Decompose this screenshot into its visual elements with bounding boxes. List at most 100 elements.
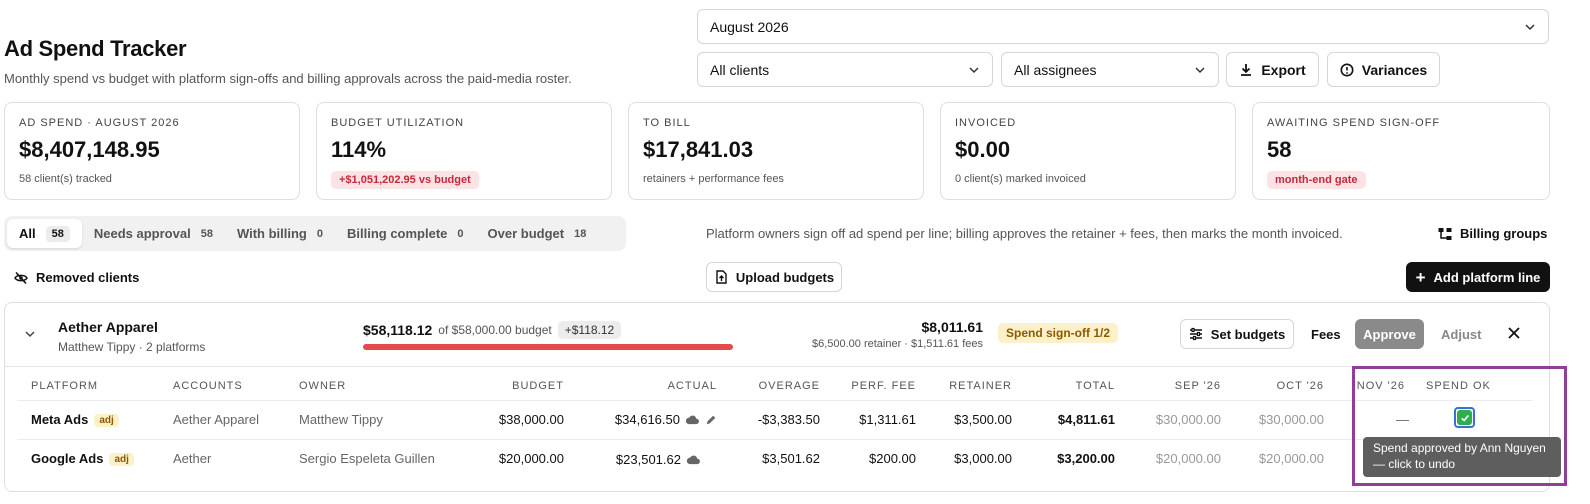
- row-perf-fee: $1,311.61: [859, 412, 916, 427]
- row-oct: $30,000.00: [1258, 412, 1324, 427]
- chevron-down-icon[interactable]: [24, 328, 36, 340]
- chevron-down-icon: [969, 66, 979, 73]
- upload-budgets-label: Upload budgets: [735, 269, 835, 285]
- col-budget: BUDGET: [512, 380, 564, 392]
- row-owner: Matthew Tippy: [299, 412, 383, 427]
- month-select[interactable]: August 2026: [697, 9, 1549, 44]
- billing-groups-label: Billing groups: [1460, 226, 1548, 241]
- fees-button[interactable]: Fees: [1311, 327, 1341, 342]
- card-budget-utilization: BUDGET UTILIZATION 114% +$1,051,202.95 v…: [316, 102, 612, 200]
- removed-clients-label: Removed clients: [36, 270, 140, 285]
- tab-over-budget[interactable]: Over budget 18: [476, 219, 599, 248]
- spend-ok-checkbox[interactable]: [1454, 407, 1475, 428]
- card-label: AD SPEND · AUGUST 2026: [19, 117, 180, 129]
- budget-progress-bar: [363, 344, 733, 350]
- assignees-select-value: All assignees: [1014, 61, 1097, 78]
- check-icon: [1457, 410, 1472, 425]
- platform-name: Google Ads: [31, 451, 104, 466]
- tab-all[interactable]: All 58: [7, 219, 82, 248]
- platform-name: Meta Ads: [31, 412, 89, 427]
- tab-label: All: [19, 226, 36, 241]
- upload-budgets-button[interactable]: Upload budgets: [706, 262, 842, 292]
- of-budget: of $58,000.00 budget: [438, 323, 552, 337]
- client-total: $8,011.61: [921, 319, 983, 335]
- row-overage: -$3,383.50: [757, 412, 820, 427]
- adj-badge: adj: [109, 453, 134, 466]
- tab-count: 58: [200, 227, 213, 240]
- pencil-icon[interactable]: [705, 414, 717, 426]
- assignees-select[interactable]: All assignees: [1001, 52, 1219, 87]
- client-group-header: Aether Apparel Matthew Tippy · 2 platfor…: [5, 303, 1549, 367]
- page-subtitle: Monthly spend vs budget with platform si…: [4, 71, 572, 86]
- removed-clients-button[interactable]: Removed clients: [14, 270, 139, 285]
- row-budget: $20,000.00: [498, 451, 564, 466]
- tab-count: 0: [457, 227, 464, 240]
- cloud-sync-icon: [686, 455, 700, 465]
- card-to-bill: TO BILL $17,841.03 retainers + performan…: [628, 102, 924, 200]
- card-awaiting-signoff: AWAITING SPEND SIGN-OFF 58 month-end gat…: [1252, 102, 1550, 200]
- hierarchy-icon: [1438, 227, 1452, 240]
- card-value: $17,841.03: [643, 137, 754, 162]
- row-owner: Sergio Espeleta Guillen: [299, 451, 435, 466]
- card-label: AWAITING SPEND SIGN-OFF: [1267, 117, 1441, 129]
- tab-needs-approval[interactable]: Needs approval 58: [82, 219, 225, 248]
- set-budgets-button[interactable]: Set budgets: [1180, 319, 1294, 349]
- alert-circle-icon: [1340, 63, 1354, 76]
- close-icon[interactable]: [1507, 326, 1521, 340]
- row-total: $3,200.00: [1057, 451, 1115, 466]
- clients-select[interactable]: All clients: [697, 52, 993, 87]
- status-tabs: All 58 Needs approval 58 With billing 0 …: [4, 216, 626, 251]
- col-owner: OWNER: [299, 380, 347, 392]
- month-end-gate-badge: month-end gate: [1267, 171, 1366, 189]
- budget-variance-badge: +$1,051,202.95 vs budget: [331, 171, 479, 189]
- add-platform-line-label: Add platform line: [1433, 269, 1541, 285]
- approve-button[interactable]: Approve: [1355, 319, 1424, 349]
- tab-billing-complete[interactable]: Billing complete 0: [335, 219, 476, 248]
- row-accounts: Aether Apparel: [173, 412, 260, 427]
- col-perf-fee: PERF. FEE: [851, 380, 916, 392]
- col-accounts: ACCOUNTS: [173, 380, 243, 392]
- card-value: 114%: [331, 137, 387, 162]
- variances-label: Variances: [1361, 61, 1428, 78]
- row-overage: $3,501.62: [762, 451, 820, 466]
- tab-with-billing[interactable]: With billing 0: [225, 219, 335, 248]
- variances-button[interactable]: Variances: [1327, 52, 1440, 87]
- focus-highlight-box: [1352, 366, 1567, 486]
- card-ad-spend: AD SPEND · AUGUST 2026 $8,407,148.95 58 …: [4, 102, 300, 200]
- sliders-icon: [1189, 327, 1202, 341]
- billing-groups-button[interactable]: Billing groups: [1438, 226, 1547, 241]
- row-accounts: Aether: [173, 451, 212, 466]
- month-select-value: August 2026: [710, 18, 789, 35]
- clients-select-value: All clients: [710, 61, 770, 78]
- actual-value: $34,616.50: [614, 412, 680, 427]
- spend-approved-tooltip: Spend approved by Ann Nguyen — click to …: [1363, 437, 1561, 477]
- row-divider: [17, 439, 1533, 440]
- tab-label: Needs approval: [93, 226, 191, 241]
- row-sep: $20,000.00: [1155, 451, 1221, 466]
- workflow-help-text: Platform owners sign off ad spend per li…: [706, 226, 1343, 241]
- client-spend: $58,118.12 of $58,000.00 budget +$118.12: [363, 321, 622, 339]
- row-retainer: $3,000.00: [954, 451, 1012, 466]
- chevron-down-icon: [1525, 23, 1535, 30]
- row-nov: —: [1396, 412, 1409, 427]
- cloud-sync-icon: [685, 415, 699, 425]
- row-retainer: $3,500.00: [954, 412, 1012, 427]
- download-icon: [1241, 63, 1252, 76]
- card-sub: retainers + performance fees: [643, 173, 784, 185]
- plus-icon: +: [1415, 267, 1426, 287]
- card-value: 58: [1267, 137, 1292, 162]
- adjust-button[interactable]: Adjust: [1441, 327, 1482, 342]
- spend-signoff-badge: Spend sign-off 1/2: [998, 323, 1119, 343]
- actual-value: $23,501.62: [615, 452, 681, 467]
- col-nov: NOV '26: [1356, 380, 1405, 392]
- chevron-down-icon: [1195, 66, 1205, 73]
- tab-label: Over budget: [487, 226, 565, 241]
- tab-count: 0: [316, 227, 323, 240]
- export-button[interactable]: Export: [1226, 52, 1319, 87]
- client-group-panel: Aether Apparel Matthew Tippy · 2 platfor…: [4, 302, 1550, 492]
- col-oct: OCT '26: [1276, 380, 1324, 392]
- card-value: $0.00: [955, 137, 1011, 162]
- adj-badge: adj: [94, 414, 119, 427]
- add-platform-line-button[interactable]: + Add platform line: [1406, 262, 1550, 292]
- row-divider: [17, 400, 1533, 401]
